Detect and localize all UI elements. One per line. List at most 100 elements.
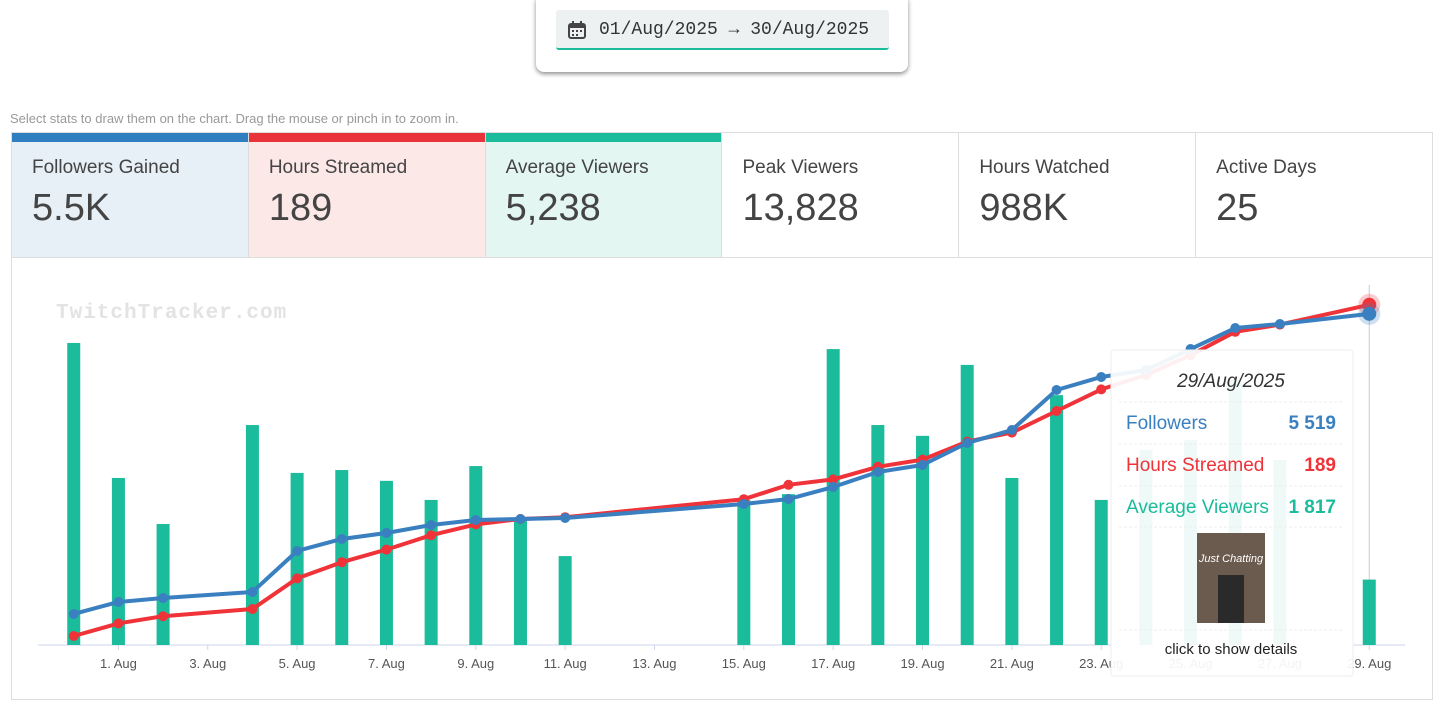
stat-card[interactable]: Average Viewers 5,238 xyxy=(485,133,723,257)
card-indicator xyxy=(485,133,722,142)
bar xyxy=(67,342,81,645)
stat-cards: Followers Gained 5.5K Hours Streamed 189 Ave… xyxy=(11,132,1433,258)
point xyxy=(828,482,839,493)
point xyxy=(68,608,79,619)
stat-label: Followers Gained xyxy=(32,157,180,178)
bar xyxy=(782,494,796,645)
bar xyxy=(1094,499,1108,645)
stat-card[interactable]: Peak Viewers 13,828 xyxy=(722,133,960,257)
x-tick-label: 7. Aug xyxy=(368,656,405,671)
tooltip-series-name: Average Viewers xyxy=(1126,497,1269,518)
x-tick-label: 29. Aug xyxy=(1347,656,1391,671)
point xyxy=(247,587,258,598)
point xyxy=(426,530,437,541)
bar xyxy=(469,466,483,645)
point xyxy=(336,557,347,568)
bar xyxy=(513,519,527,645)
tooltip-box xyxy=(1110,349,1354,677)
x-tick-label: 17. Aug xyxy=(811,656,855,671)
point xyxy=(515,514,526,524)
stat-value: 25 xyxy=(1216,187,1259,229)
tooltip-title: 29/Aug/2025 xyxy=(1176,371,1285,392)
date-range: 01/Aug/2025 → 30/Aug/2025 xyxy=(599,20,870,40)
point xyxy=(470,515,481,526)
card-indicator xyxy=(12,133,248,142)
point xyxy=(68,631,79,641)
bar xyxy=(1050,395,1064,645)
point xyxy=(426,520,437,530)
calendar-icon xyxy=(568,21,586,39)
x-tick-label: 3. Aug xyxy=(189,656,226,671)
point xyxy=(962,437,973,448)
x-tick-label: 1. Aug xyxy=(100,656,137,671)
point xyxy=(1096,384,1107,395)
date-range-input[interactable]: 01/Aug/2025 → 30/Aug/2025 xyxy=(556,10,889,50)
tooltip-value: 1 817 xyxy=(1288,497,1336,518)
point xyxy=(292,573,303,584)
point xyxy=(113,596,124,607)
x-tick-label: 13. Aug xyxy=(632,656,676,671)
x-tick-label: 11. Aug xyxy=(544,656,587,671)
bar xyxy=(558,556,572,645)
x-tick-label: 21. Aug xyxy=(990,656,1034,671)
stat-value: 5.5K xyxy=(32,187,111,229)
point xyxy=(1006,425,1017,436)
x-tick-label: 5. Aug xyxy=(279,656,316,671)
stat-label: Hours Watched xyxy=(979,157,1110,178)
point xyxy=(783,479,794,490)
bar xyxy=(1362,579,1376,645)
x-tick-label: 9. Aug xyxy=(457,656,494,671)
point xyxy=(1051,406,1062,416)
point xyxy=(738,499,749,509)
hint: Select stats to draw them on the chart. … xyxy=(10,111,459,126)
tooltip-series-name: Hours Streamed xyxy=(1126,455,1264,476)
x-tick-label: 15. Aug xyxy=(722,656,766,671)
bar xyxy=(871,425,885,645)
date-picker: 01/Aug/2025 → 30/Aug/2025 xyxy=(536,0,908,72)
point xyxy=(917,460,928,470)
point xyxy=(872,467,883,478)
point xyxy=(158,611,169,622)
tooltip-series-name: Followers xyxy=(1126,413,1207,434)
stat-value: 189 xyxy=(268,187,333,229)
bar xyxy=(290,472,304,645)
tooltip-value: 189 xyxy=(1304,455,1336,476)
point xyxy=(158,593,169,604)
stat-card[interactable]: Hours Watched 988K xyxy=(959,133,1197,257)
point xyxy=(560,512,571,523)
stat-value: 13,828 xyxy=(742,187,859,229)
point xyxy=(1362,306,1377,321)
point xyxy=(1096,371,1107,382)
bar xyxy=(826,349,840,645)
point xyxy=(1230,323,1241,334)
tooltip-value: 5 519 xyxy=(1288,413,1336,434)
point xyxy=(247,604,258,614)
point xyxy=(113,618,124,629)
stat-value: 5,238 xyxy=(505,187,601,229)
bar xyxy=(960,364,974,645)
bar xyxy=(156,524,170,645)
stat-label: Hours Streamed xyxy=(268,157,408,178)
point xyxy=(1274,319,1285,329)
stat-label: Peak Viewers xyxy=(742,157,859,178)
bar xyxy=(379,480,393,645)
point xyxy=(828,474,839,485)
stat-card[interactable]: Active Days 25 xyxy=(1196,133,1432,257)
stat-label: Average Viewers xyxy=(505,157,649,178)
watermark: TwitchTracker.com xyxy=(56,302,287,325)
chart-frame xyxy=(11,258,1433,700)
category-image-text: Just Chatting xyxy=(1198,553,1264,565)
tooltip-footer[interactable]: click to show details xyxy=(1165,641,1298,658)
point xyxy=(336,533,347,544)
stat-card[interactable]: Followers Gained 5.5K xyxy=(12,133,249,257)
point xyxy=(381,527,392,538)
stat-card[interactable]: Hours Streamed 189 xyxy=(248,133,486,257)
stat-label: Active Days xyxy=(1216,157,1317,178)
bar xyxy=(916,435,930,645)
point xyxy=(783,494,794,505)
card-indicator xyxy=(248,133,485,142)
point xyxy=(1051,385,1062,395)
point xyxy=(381,544,392,555)
